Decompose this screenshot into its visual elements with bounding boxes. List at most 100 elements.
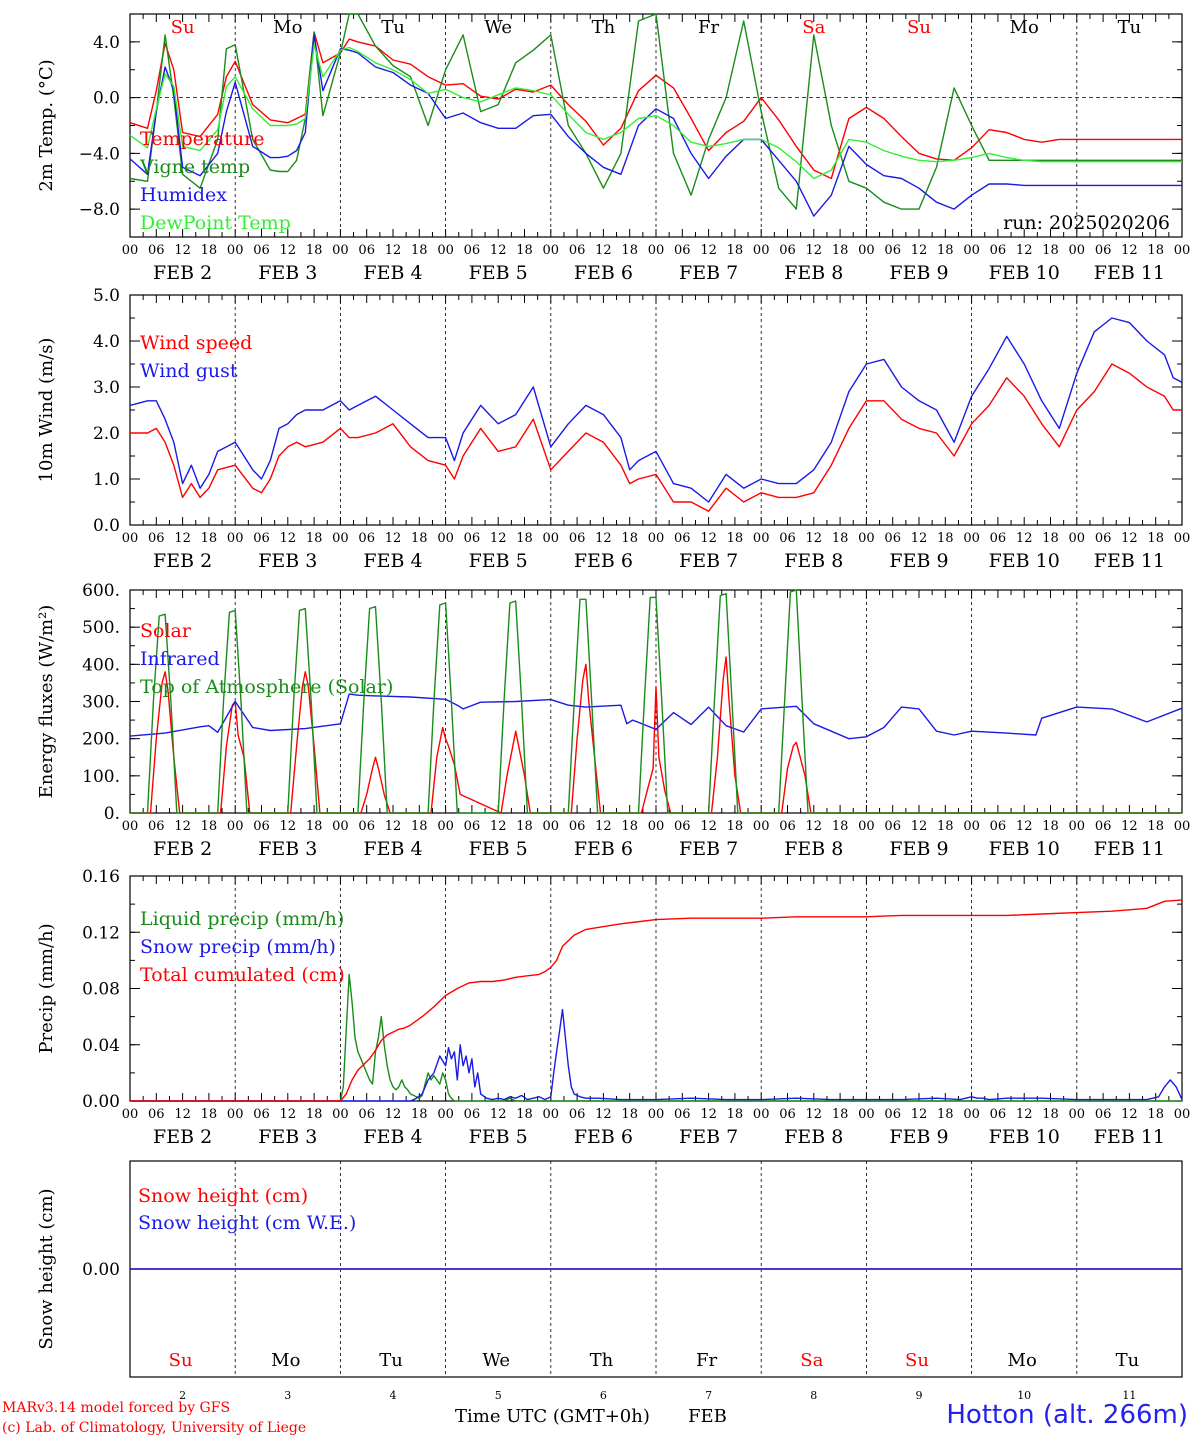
hour-tick-label: 06 [358, 1107, 375, 1122]
hour-tick-label: 00 [227, 819, 244, 834]
hour-tick-label: 06 [569, 819, 586, 834]
date-label: FEB 5 [469, 838, 528, 860]
hour-tick-label: 00 [543, 243, 560, 258]
date-label: FEB 8 [784, 1126, 843, 1148]
hour-tick-label: 00 [858, 531, 875, 546]
hour-tick-label: 06 [148, 1107, 165, 1122]
hour-tick-label: 12 [1121, 1107, 1138, 1122]
hour-tick-label: 06 [464, 531, 481, 546]
hour-tick-label: 00 [753, 243, 770, 258]
day-number-label: 4 [390, 1389, 397, 1402]
hour-tick-label: 18 [516, 1107, 533, 1122]
date-label: FEB 11 [1094, 1126, 1165, 1148]
date-label: FEB 4 [363, 1126, 422, 1148]
hour-tick-label: 18 [1042, 243, 1059, 258]
y-tick-label: 1.0 [93, 470, 120, 490]
hour-tick-label: 12 [700, 819, 717, 834]
day-of-week-label: Su [907, 17, 931, 38]
hour-tick-label: 18 [727, 1107, 744, 1122]
hour-tick-label: 00 [543, 1107, 560, 1122]
hour-tick-label: 18 [306, 243, 323, 258]
date-label: FEB 9 [889, 550, 948, 572]
hour-tick-label: 18 [201, 1107, 218, 1122]
hour-tick-label: 18 [411, 819, 428, 834]
day-of-week-label: Fr [698, 17, 719, 38]
series-line-snow-precip-mm-h- [130, 1008, 1183, 1102]
hour-tick-label: 06 [1095, 819, 1112, 834]
hour-tick-label: 12 [490, 819, 507, 834]
hour-tick-label: 12 [911, 819, 928, 834]
hour-tick-label: 12 [1121, 243, 1138, 258]
date-label: FEB 4 [363, 550, 422, 572]
y-tick-label: 500. [82, 618, 120, 638]
date-label: FEB 7 [679, 1126, 738, 1148]
day-number-label: 11 [1122, 1389, 1136, 1402]
y-axis-label: 10m Wind (m/s) [36, 338, 57, 483]
hour-tick-label: 18 [201, 819, 218, 834]
hour-tick-label: 12 [806, 819, 823, 834]
hour-tick-label: 18 [621, 243, 638, 258]
series-line-liquid-precip-mm-h- [130, 973, 1182, 1102]
day-of-week-label: Tu [381, 17, 405, 38]
hour-tick-label: 12 [385, 531, 402, 546]
y-tick-label: −4.0 [79, 144, 120, 164]
hour-tick-label: 00 [648, 1107, 665, 1122]
hour-tick-label: 18 [1042, 819, 1059, 834]
series-line-top-of-atmosphere-solar- [130, 589, 1182, 814]
day-number-label: 9 [916, 1389, 923, 1402]
hour-tick-label: 00 [1174, 819, 1191, 834]
hour-tick-label: 00 [437, 243, 454, 258]
day-number-label: 2 [179, 1389, 186, 1402]
hour-tick-label: 12 [595, 531, 612, 546]
hour-tick-label: 12 [1016, 243, 1033, 258]
day-of-week-label: Su [171, 17, 195, 38]
legend-entry: Wind speed [140, 332, 252, 354]
hour-tick-label: 06 [253, 243, 270, 258]
hour-tick-label: 00 [122, 819, 139, 834]
hour-tick-label: 12 [280, 243, 297, 258]
hour-tick-label: 12 [806, 531, 823, 546]
legend-entry: Wind gust [140, 360, 238, 382]
legend-entry: Humidex [140, 184, 227, 206]
hour-tick-label: 06 [358, 819, 375, 834]
y-tick-label: 600. [82, 581, 120, 601]
day-of-week-label: Th [590, 1350, 614, 1371]
legend-entry: Infrared [140, 648, 220, 670]
y-tick-label: 4.0 [93, 33, 120, 53]
hour-tick-label: 00 [332, 819, 349, 834]
hour-tick-label: 00 [1174, 243, 1191, 258]
day-of-week-label: Tu [1116, 1350, 1140, 1371]
day-number-label: 7 [705, 1389, 712, 1402]
y-tick-label: 5.0 [93, 286, 120, 306]
day-of-week-label: Tu [379, 1350, 403, 1371]
day-of-week-label: Mo [271, 1350, 300, 1371]
hour-tick-label: 06 [990, 1107, 1007, 1122]
run-label: run: 2025020206 [1003, 212, 1170, 234]
panel-precip: 0.00 0.04 0.08 0.12 0.16 Precip (mm/h) Liquid … [36, 867, 1190, 1148]
hour-tick-label: 18 [727, 531, 744, 546]
day-number-label: 5 [495, 1389, 502, 1402]
date-label: FEB 4 [363, 262, 422, 284]
date-label: FEB 7 [679, 838, 738, 860]
day-of-week-label: We [484, 17, 512, 38]
hour-tick-label: 00 [1069, 243, 1086, 258]
date-label: FEB 9 [889, 262, 948, 284]
hour-tick-label: 18 [411, 1107, 428, 1122]
credit-lab: (c) Lab. of Climatology, University of L… [2, 1420, 307, 1436]
hour-tick-label: 06 [990, 531, 1007, 546]
hour-tick-label: 12 [385, 243, 402, 258]
date-label: FEB 5 [469, 262, 528, 284]
date-label: FEB 2 [153, 838, 212, 860]
y-tick-label: 0. [104, 804, 120, 824]
hour-tick-label: 00 [648, 819, 665, 834]
date-label: FEB 11 [1094, 838, 1165, 860]
hour-tick-label: 06 [779, 819, 796, 834]
y-axis-label: Snow height (cm) [36, 1188, 57, 1349]
hour-tick-label: 18 [1042, 1107, 1059, 1122]
hour-tick-label: 18 [727, 243, 744, 258]
hour-tick-label: 12 [595, 243, 612, 258]
credit-model: MARv3.14 model forced by GFS [2, 1400, 231, 1416]
y-tick-label: 0.16 [82, 867, 120, 887]
hour-tick-label: 06 [464, 243, 481, 258]
date-label: FEB 2 [153, 1126, 212, 1148]
